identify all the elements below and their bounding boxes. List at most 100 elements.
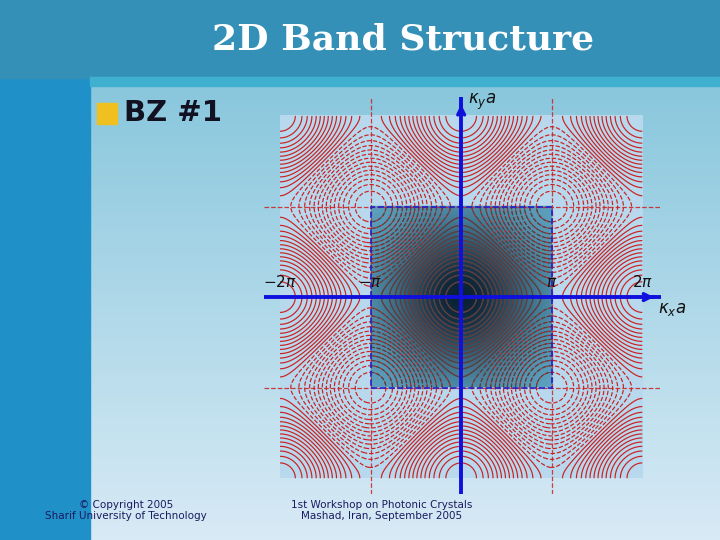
Bar [0, 392, 720, 396]
Bar [0, 409, 720, 414]
Bar [0, 234, 720, 239]
Bar [0, 63, 720, 68]
Bar [0, 270, 720, 274]
Bar [0, 212, 720, 216]
Bar [0, 104, 720, 108]
Bar [90, 0, 720, 78]
Bar [0, 27, 720, 31]
Bar [0, 216, 720, 220]
Bar [0, 162, 720, 166]
Bar [0, 482, 720, 486]
Bar [0, 446, 720, 450]
Bar [0, 423, 720, 428]
Bar [0, 252, 720, 256]
Bar [0, 531, 720, 536]
Bar [0, 189, 720, 193]
Bar [0, 378, 720, 382]
Bar [0, 4, 720, 9]
Bar [0, 513, 720, 517]
Bar [0, 338, 720, 342]
Bar [0, 324, 720, 328]
Bar [0, 0, 90, 540]
Bar [0, 504, 720, 509]
Bar [0, 387, 720, 392]
Bar [0, 261, 720, 266]
Bar [0, 220, 720, 225]
Bar [0, 436, 720, 441]
Bar [0, 148, 720, 153]
Bar [0, 0, 720, 4]
Bar [0, 526, 720, 531]
Bar [0, 18, 720, 23]
Bar [0, 198, 720, 202]
Bar [0, 418, 720, 423]
Bar [0, 455, 720, 459]
Bar [0, 247, 720, 252]
Bar [0, 68, 720, 72]
Bar [0, 122, 720, 126]
Bar [0, 0, 90, 78]
Bar [0, 495, 720, 500]
Bar [0, 517, 720, 522]
Bar [0, 243, 720, 247]
Bar [0, 225, 720, 229]
Bar [97, 103, 117, 124]
Text: $2\pi$: $2\pi$ [631, 274, 653, 290]
Bar [0, 472, 720, 477]
Bar [0, 117, 720, 122]
Bar [371, 206, 552, 388]
Bar [0, 54, 720, 58]
Bar [0, 297, 720, 301]
Text: 2D Band Structure: 2D Band Structure [212, 23, 594, 56]
Bar [0, 284, 720, 288]
Bar [0, 131, 720, 135]
Bar [0, 176, 720, 180]
Bar [0, 536, 720, 540]
Text: 1st Workshop on Photonic Crystals
Mashad, Iran, September 2005: 1st Workshop on Photonic Crystals Mashad… [291, 500, 472, 521]
Bar [0, 207, 720, 212]
Bar [0, 239, 720, 243]
Text: BZ #1: BZ #1 [124, 99, 222, 127]
Bar [0, 230, 720, 234]
Bar [0, 81, 720, 85]
Bar [0, 301, 720, 306]
Text: © Copyright 2005
Sharif University of Technology: © Copyright 2005 Sharif University of Te… [45, 500, 207, 521]
Bar [0, 509, 720, 513]
Bar [0, 459, 720, 463]
Bar [0, 108, 720, 112]
Bar [0, 414, 720, 418]
Bar [0, 401, 720, 405]
Bar [0, 180, 720, 185]
Bar [0, 369, 720, 374]
Bar [0, 342, 720, 347]
Bar [0, 428, 720, 432]
Text: $\pi$: $\pi$ [546, 275, 557, 290]
Bar [0, 23, 720, 27]
Bar [0, 14, 720, 18]
Bar [0, 166, 720, 171]
Bar [0, 396, 720, 401]
Bar [0, 364, 720, 369]
Bar [0, 72, 720, 77]
Bar [0, 382, 720, 387]
Bar [0, 274, 720, 279]
Bar [0, 328, 720, 333]
Bar [0, 333, 720, 338]
Bar [0, 266, 720, 270]
Bar [0, 256, 720, 261]
Bar [0, 320, 720, 324]
Bar [0, 293, 720, 297]
Text: $\kappa_y a$: $\kappa_y a$ [469, 91, 497, 112]
Bar [0, 135, 720, 139]
Bar [0, 144, 720, 148]
Bar [0, 468, 720, 472]
Bar [0, 171, 720, 176]
Text: $\kappa_x a$: $\kappa_x a$ [658, 300, 686, 318]
Bar [0, 9, 720, 14]
Text: $-2\pi$: $-2\pi$ [263, 274, 297, 290]
Bar [0, 193, 720, 198]
Bar [0, 351, 720, 355]
Bar [0, 500, 720, 504]
Bar [0, 522, 720, 526]
Bar [0, 58, 720, 63]
